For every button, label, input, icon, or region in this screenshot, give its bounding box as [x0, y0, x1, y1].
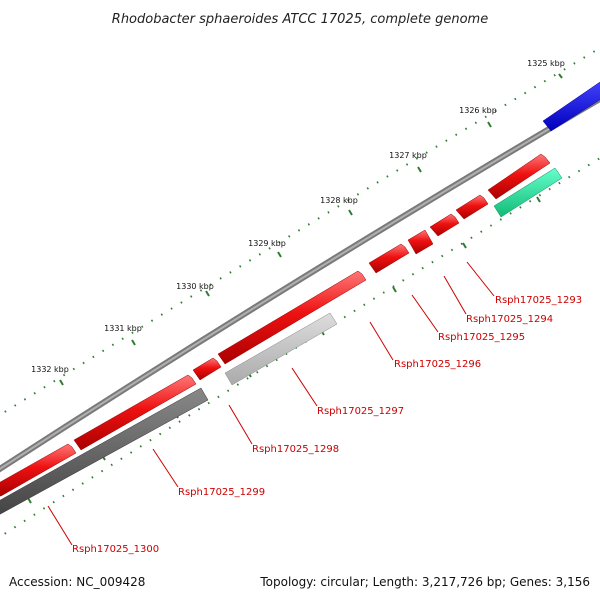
- ruler-label: 1325 kbp: [527, 59, 565, 68]
- ruler-arc-dotted: [0, 46, 600, 417]
- map-title: Rhodobacter sphaeroides ATCC 17025, comp…: [112, 12, 488, 27]
- leader-line: [152, 448, 179, 488]
- gene-label[interactable]: Rsph17025_1294: [466, 314, 553, 325]
- leader-line: [291, 367, 318, 407]
- leader-line: [369, 321, 394, 361]
- ruler-tick: [417, 166, 422, 173]
- ruler-label: 1326 kbp: [459, 106, 497, 115]
- gene-label[interactable]: Rsph17025_1299: [178, 487, 265, 498]
- ruler-tick: [277, 251, 282, 258]
- cds-forward: [217, 270, 367, 365]
- cds-reverse-light: [224, 312, 338, 386]
- cds-forward: [192, 357, 222, 381]
- gene-label[interactable]: Rsph17025_1296: [394, 359, 481, 370]
- ruler-label: 1331 kbp: [104, 324, 142, 333]
- cds-forward: [429, 213, 460, 237]
- accession-text: Accession: NC_009428: [9, 575, 145, 589]
- leader-line: [47, 505, 73, 546]
- leader-line: [443, 275, 467, 315]
- gene-label[interactable]: Rsph17025_1293: [495, 295, 582, 306]
- genome-backbone-highlight: [0, 97, 600, 470]
- ruler-ticks: [59, 73, 563, 386]
- inner-ruler-tick: [392, 286, 397, 293]
- inner-ruler-tick: [536, 196, 541, 203]
- cds-forward: [487, 153, 551, 200]
- leader-line: [228, 404, 253, 445]
- gene-label[interactable]: Rsph17025_1298: [252, 444, 339, 455]
- forward-strand-features: [0, 153, 551, 497]
- gene-labels: Rsph17025_1293 Rsph17025_1294 Rsph17025_…: [72, 295, 582, 555]
- ruler-tick: [131, 339, 136, 346]
- cds-forward: [0, 443, 77, 497]
- ruler-label: 1329 kbp: [248, 239, 286, 248]
- ruler-label: 1328 kbp: [320, 196, 358, 205]
- cds-forward: [455, 194, 489, 220]
- inner-ruler-arc-dotted: [0, 156, 600, 538]
- genome-summary-text: Topology: circular; Length: 3,217,726 bp…: [259, 575, 590, 589]
- gene-label[interactable]: Rsph17025_1295: [438, 332, 525, 343]
- ruler-tick: [205, 290, 210, 297]
- feature-blue: [542, 81, 600, 132]
- leader-line: [411, 294, 439, 333]
- cds-forward: [368, 243, 410, 274]
- ruler-tick: [558, 73, 563, 79]
- ruler-label: 1330 kbp: [176, 282, 214, 291]
- ruler-label: 1327 kbp: [389, 151, 427, 160]
- gene-label[interactable]: Rsph17025_1300: [72, 544, 159, 555]
- cds-reverse-dark: [0, 387, 209, 515]
- ruler-labels: 1325 kbp 1326 kbp 1327 kbp 1328 kbp 1329…: [31, 59, 565, 374]
- ruler-tick: [348, 209, 353, 216]
- cds-forward: [73, 374, 197, 451]
- cds-forward: [407, 229, 434, 255]
- ruler-tick: [487, 121, 492, 128]
- leader-line: [466, 261, 495, 297]
- gene-label[interactable]: Rsph17025_1297: [317, 406, 404, 417]
- cds-reverse-green: [493, 167, 563, 218]
- inner-ruler-tick: [462, 242, 467, 249]
- ruler-tick: [59, 379, 64, 386]
- gene-label-leaders: [47, 261, 495, 546]
- ruler-label: 1332 kbp: [31, 365, 69, 374]
